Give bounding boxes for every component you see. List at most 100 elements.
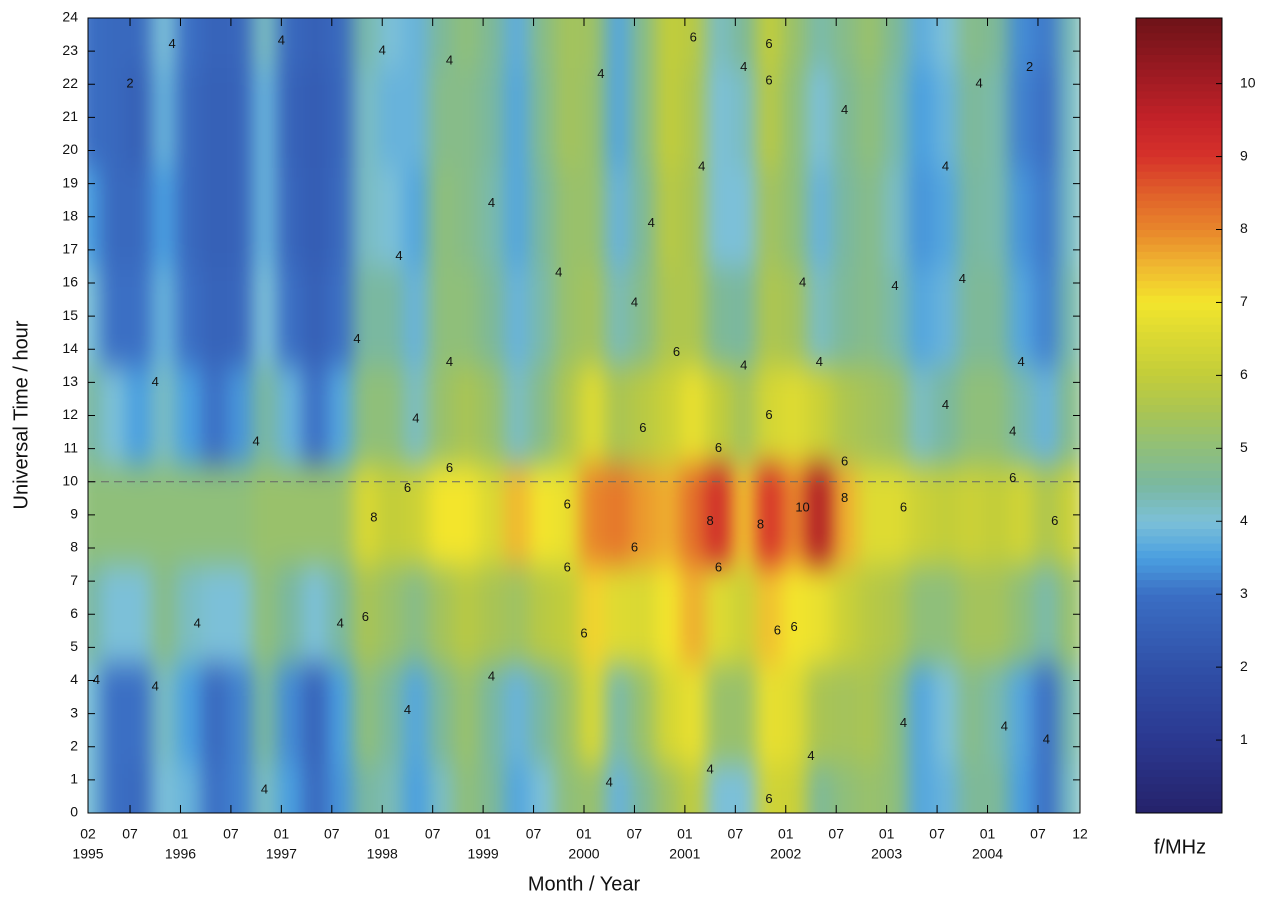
contour-label: 4 — [93, 672, 100, 687]
colorbar-swatch — [1136, 61, 1222, 70]
colorbar-tick-label: 2 — [1240, 658, 1248, 674]
heatmap-cell — [1058, 167, 1080, 268]
heatmap-cell — [907, 564, 934, 665]
heatmap-cell — [151, 167, 177, 268]
colorbar-swatch — [1136, 207, 1222, 216]
heatmap-cell — [428, 564, 455, 665]
heatmap-cell — [201, 763, 228, 813]
x-year-label: 1997 — [266, 846, 297, 862]
contour-label: 6 — [631, 539, 638, 554]
colorbar-swatch — [1136, 579, 1222, 588]
heatmap-area — [88, 18, 1080, 813]
heatmap-cell — [1058, 365, 1080, 466]
colorbar-swatch — [1136, 346, 1222, 355]
contour-label: 4 — [353, 331, 360, 346]
x-tick-label: 07 — [929, 826, 945, 842]
heatmap-cell — [554, 67, 581, 168]
heatmap-cell — [201, 564, 228, 665]
heatmap-cell — [781, 18, 808, 69]
heatmap-cell — [731, 763, 757, 813]
heatmap-cell — [403, 763, 430, 813]
y-tick-label: 8 — [70, 539, 78, 555]
heatmap-cell — [478, 663, 505, 764]
heatmap-cell — [428, 67, 455, 168]
heatmap-cell — [832, 167, 858, 268]
colorbar-swatch — [1136, 229, 1222, 238]
colorbar-swatch — [1136, 112, 1222, 121]
heatmap-cell — [504, 663, 530, 764]
heatmap-cell — [630, 564, 657, 665]
heatmap-cell — [176, 663, 203, 764]
contour-label: 6 — [639, 420, 646, 435]
heatmap-cell — [302, 266, 329, 367]
contour-label: 4 — [942, 159, 949, 174]
contour-label: 4 — [1001, 718, 1008, 733]
heatmap-cell — [176, 465, 203, 566]
x-tick-label: 01 — [374, 826, 390, 842]
heatmap-cell — [655, 465, 682, 566]
heatmap-cell — [352, 663, 379, 764]
heatmap-cell — [857, 564, 884, 665]
heatmap-cell — [983, 365, 1010, 466]
heatmap-cell — [302, 18, 329, 69]
heatmap-cell — [605, 67, 631, 168]
contour-label: 2 — [1026, 59, 1033, 74]
heatmap-cell — [529, 465, 556, 566]
x-tick-label: 01 — [576, 826, 592, 842]
heatmap-cell — [277, 564, 303, 665]
colorbar-swatch — [1136, 353, 1222, 362]
contour-label: 4 — [597, 66, 604, 81]
colorbar-swatch — [1136, 484, 1222, 493]
heatmap-cell — [579, 18, 606, 69]
contour-label: 4 — [816, 354, 823, 369]
heatmap-cell — [655, 564, 682, 665]
x-tick-label: 07 — [425, 826, 441, 842]
x-tick-label: 01 — [274, 826, 290, 842]
heatmap-cell — [302, 167, 329, 268]
heatmap-cell — [403, 564, 430, 665]
heatmap-cell — [882, 167, 909, 268]
colorbar-swatch — [1136, 513, 1222, 522]
heatmap-cell — [806, 266, 833, 367]
heatmap-cell — [453, 18, 480, 69]
heatmap-cell — [907, 763, 934, 813]
heatmap-cell — [958, 167, 984, 268]
contour-label: 4 — [740, 59, 747, 74]
colorbar-swatch — [1136, 39, 1222, 48]
contour-label: 4 — [959, 271, 966, 286]
heatmap-cell — [731, 67, 757, 168]
heatmap-cell — [226, 564, 253, 665]
heatmap-cell — [1033, 564, 1060, 665]
contour-label: 4 — [706, 761, 713, 776]
heatmap-cell — [352, 67, 379, 168]
contour-label: 4 — [152, 679, 159, 694]
heatmap-cell — [88, 18, 102, 69]
colorbar-swatch — [1136, 572, 1222, 581]
heatmap-cell — [605, 465, 631, 566]
heatmap-cell — [201, 67, 228, 168]
heatmap-cell — [680, 564, 707, 665]
heatmap-cell — [655, 365, 682, 466]
heatmap-cell — [579, 663, 606, 764]
heatmap-cell — [630, 763, 657, 813]
heatmap-cell — [907, 266, 934, 367]
heatmap-cell — [832, 564, 858, 665]
y-tick-label: 9 — [70, 506, 78, 522]
y-tick-label: 3 — [70, 704, 78, 720]
heatmap-cell — [932, 564, 959, 665]
x-year-label: 2000 — [568, 846, 599, 862]
y-tick-label: 15 — [62, 307, 78, 323]
colorbar-tick-label: 4 — [1240, 512, 1248, 528]
heatmap-cell — [529, 365, 556, 466]
colorbar-swatch — [1136, 747, 1222, 756]
colorbar-swatch — [1136, 273, 1222, 282]
heatmap-cell — [201, 167, 228, 268]
colorbar-swatch — [1136, 506, 1222, 515]
x-tick-label: 07 — [324, 826, 340, 842]
contour-label: 4 — [698, 159, 705, 174]
heatmap-cell — [302, 67, 329, 168]
colorbar-swatch — [1136, 200, 1222, 209]
heatmap-cell — [403, 663, 430, 764]
colorbar-swatch — [1136, 331, 1222, 340]
colorbar-swatch — [1136, 776, 1222, 785]
